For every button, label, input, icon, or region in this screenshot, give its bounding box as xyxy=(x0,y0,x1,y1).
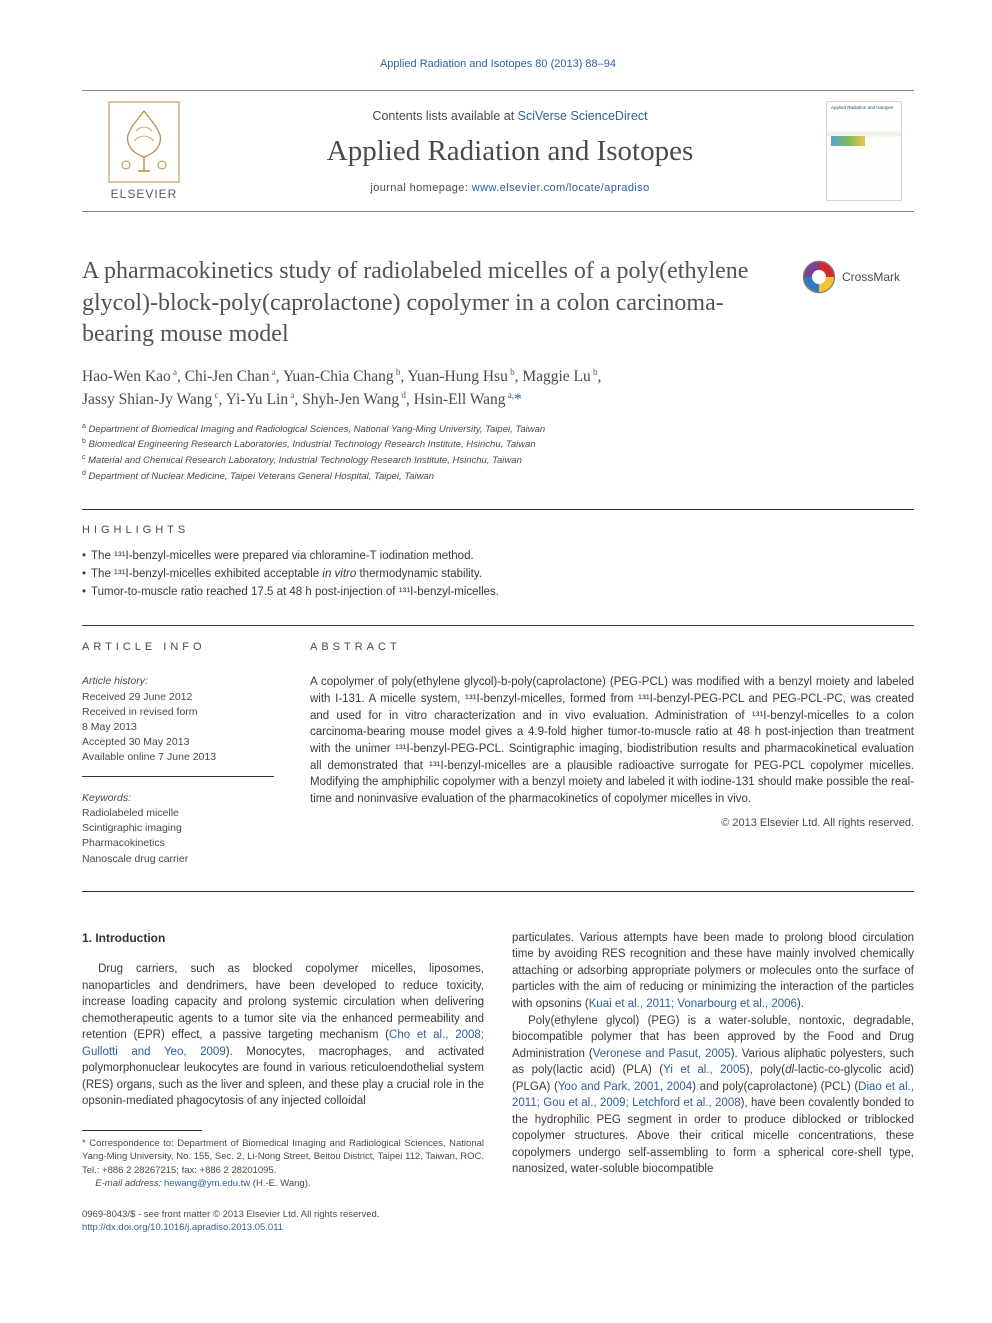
doi-link[interactable]: http://dx.doi.org/10.1016/j.apradiso.201… xyxy=(82,1222,283,1233)
journal-title: Applied Radiation and Isotopes xyxy=(212,135,808,168)
rule xyxy=(82,776,274,777)
affiliations: a Department of Biomedical Imaging and R… xyxy=(82,422,914,486)
header-center: Contents lists available at SciVerse Sci… xyxy=(212,109,808,194)
abstract-col: ABSTRACT A copolymer of poly(ethylene gl… xyxy=(310,640,914,866)
elsevier-wordmark: ELSEVIER xyxy=(94,187,194,201)
keywords-label: Keywords: xyxy=(82,791,274,806)
correspondence-footnote: * Correspondence to: Department of Biome… xyxy=(82,1137,484,1177)
author-email-link[interactable]: hewang@ym.edu.tw xyxy=(164,1178,250,1189)
footnote-rule xyxy=(82,1130,202,1131)
running-head: Applied Radiation and Isotopes 80 (2013)… xyxy=(82,58,914,70)
intro-right-para-1: particulates. Various attempts have been… xyxy=(512,930,914,1013)
history-label: Article history: xyxy=(82,675,148,687)
abstract-copyright: © 2013 Elsevier Ltd. All rights reserved… xyxy=(310,816,914,832)
history-revised-2: 8 May 2013 xyxy=(82,721,137,733)
elsevier-tree-icon xyxy=(108,101,180,183)
left-column: 1. Introduction Drug carriers, such as b… xyxy=(82,930,484,1235)
keyword: Nanoscale drug carrier xyxy=(82,852,274,867)
history-online: Available online 7 June 2013 xyxy=(82,751,216,763)
article-info-label: ARTICLE INFO xyxy=(82,640,274,656)
article-title: A pharmacokinetics study of radiolabeled… xyxy=(82,256,784,351)
email-label: E-mail address: xyxy=(95,1178,164,1189)
history-revised-1: Received in revised form xyxy=(82,706,198,718)
rule xyxy=(82,625,914,626)
homepage-prefix: journal homepage: xyxy=(370,182,471,194)
bottom-meta: 0969-8043/$ - see front matter © 2013 El… xyxy=(82,1208,484,1235)
intro-heading: 1. Introduction xyxy=(82,930,484,947)
intro-left-para: Drug carriers, such as blocked copolymer… xyxy=(82,961,484,1110)
rule xyxy=(82,509,914,510)
elsevier-logo: ELSEVIER xyxy=(94,101,194,201)
abstract-text: A copolymer of poly(ethylene glycol)-b-p… xyxy=(310,674,914,807)
crossmark-icon xyxy=(802,260,836,294)
journal-header: ELSEVIER Contents lists available at Sci… xyxy=(82,90,914,212)
homepage-line: journal homepage: www.elsevier.com/locat… xyxy=(212,182,808,194)
keyword: Radiolabeled micelle xyxy=(82,806,274,821)
journal-cover-thumb: Applied Radiation and Isotopes xyxy=(826,101,902,201)
crossmark-label: CrossMark xyxy=(842,270,900,284)
intro-right-para-2: Poly(ethylene glycol) (PEG) is a water-s… xyxy=(512,1013,914,1178)
contents-prefix: Contents lists available at xyxy=(372,109,517,123)
crossmark-badge[interactable]: CrossMark xyxy=(802,260,914,294)
rule xyxy=(82,891,914,892)
highlights-list: • The ¹³¹I-benzyl-micelles were prepared… xyxy=(82,548,914,601)
highlight-item: • Tumor-to-muscle ratio reached 17.5 at … xyxy=(82,584,914,602)
article-info-col: ARTICLE INFO Article history: Received 2… xyxy=(82,640,274,866)
history-received: Received 29 June 2012 xyxy=(82,691,192,703)
highlight-item: • The ¹³¹I-benzyl-micelles exhibited acc… xyxy=(82,566,914,584)
keyword: Scintigraphic imaging xyxy=(82,821,274,836)
contents-line: Contents lists available at SciVerse Sci… xyxy=(212,109,808,123)
right-column: particulates. Various attempts have been… xyxy=(512,930,914,1235)
homepage-link[interactable]: www.elsevier.com/locate/apradiso xyxy=(472,182,650,194)
highlight-item: • The ¹³¹I-benzyl-micelles were prepared… xyxy=(82,548,914,566)
sciencedirect-link[interactable]: SciVerse ScienceDirect xyxy=(518,109,648,123)
cover-thumb-title: Applied Radiation and Isotopes xyxy=(831,106,893,111)
keywords-list: Radiolabeled micelleScintigraphic imagin… xyxy=(82,806,274,867)
authors-line: Hao-Wen Kao a, Chi-Jen Chan a, Yuan-Chia… xyxy=(82,365,914,412)
email-suffix: (H.-E. Wang). xyxy=(250,1178,310,1189)
issn-line: 0969-8043/$ - see front matter © 2013 El… xyxy=(82,1208,484,1221)
highlights-label: HIGHLIGHTS xyxy=(82,524,914,536)
keyword: Pharmacokinetics xyxy=(82,836,274,851)
history-accepted: Accepted 30 May 2013 xyxy=(82,736,189,748)
abstract-label: ABSTRACT xyxy=(310,640,914,656)
email-footnote: E-mail address: hewang@ym.edu.tw (H.-E. … xyxy=(82,1177,484,1190)
